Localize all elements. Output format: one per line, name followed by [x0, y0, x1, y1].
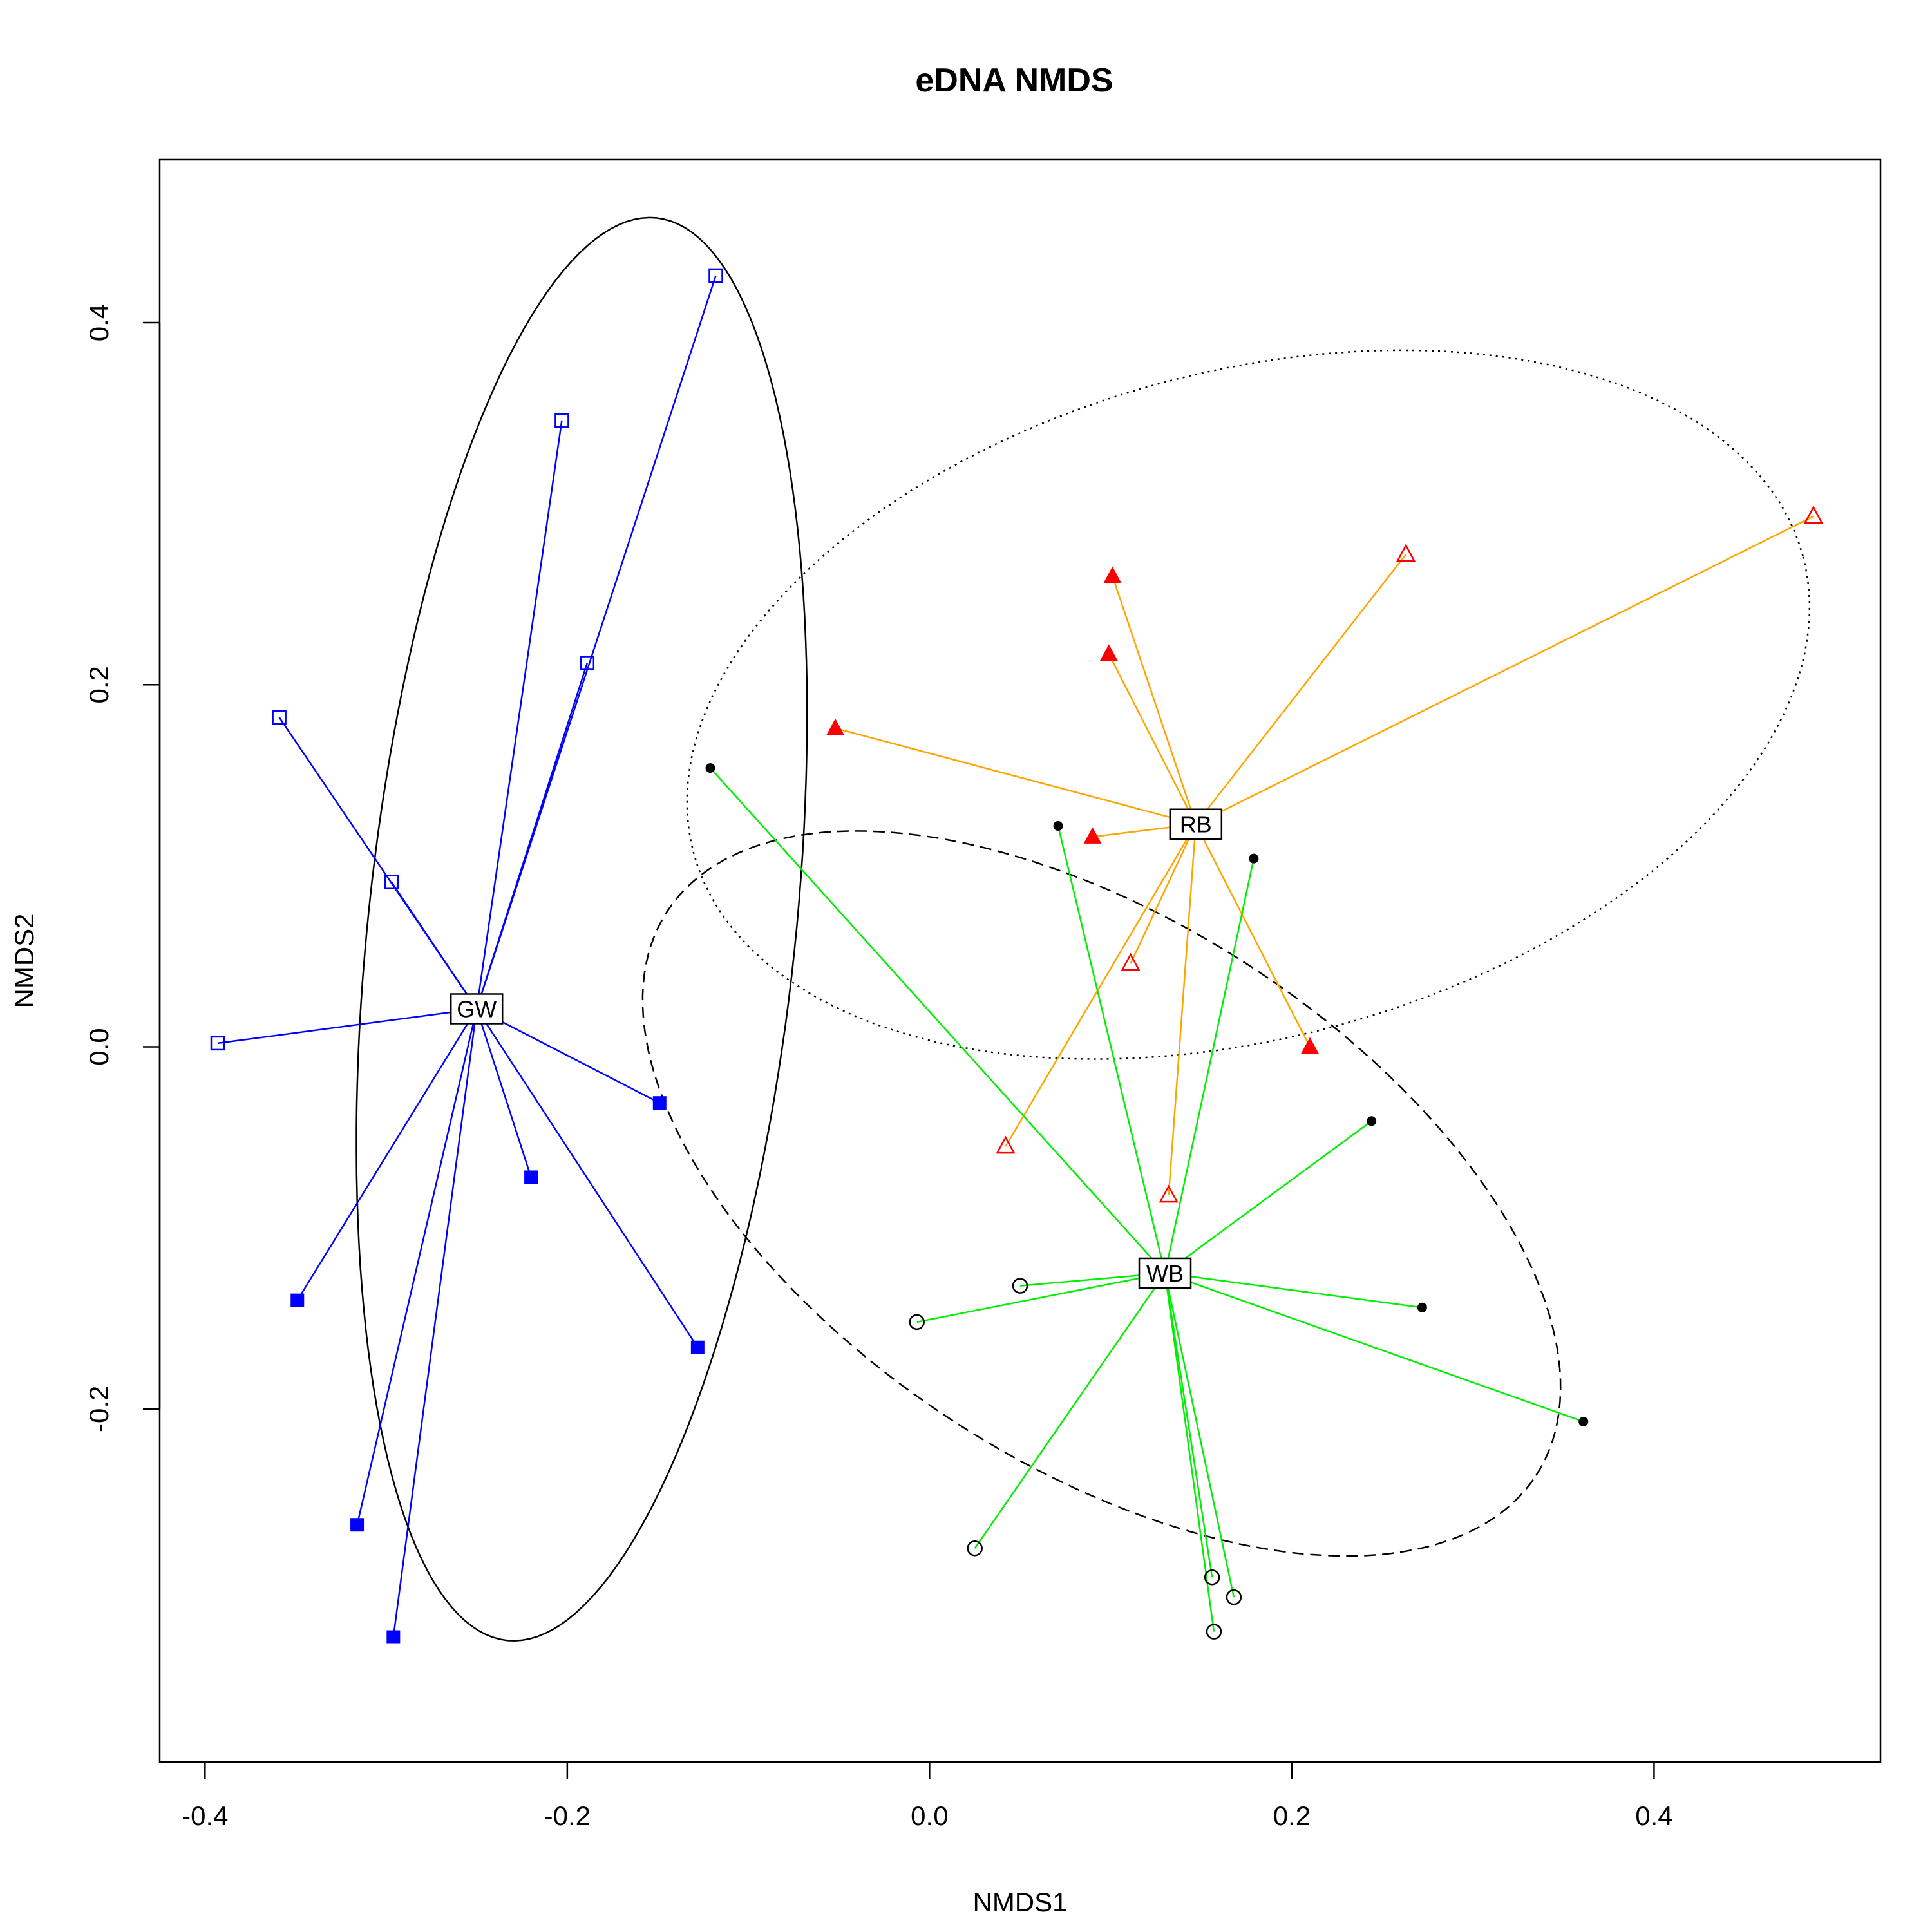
spider-segment-rb [835, 727, 1197, 825]
centroid-box-rb [1169, 808, 1223, 840]
spider-segment-rb [1195, 824, 1311, 1048]
data-point-gw [580, 656, 595, 670]
spider-segment-gw [356, 1009, 478, 1526]
x-tick-label: -0.4 [182, 1801, 228, 1831]
data-point-wb [1053, 821, 1063, 831]
data-point-rb [1099, 644, 1118, 661]
x-tick-label: 0.2 [1273, 1801, 1311, 1831]
y-axis-label: NMDS2 [9, 913, 39, 1008]
data-point-gw [554, 413, 569, 428]
plot-frame [158, 158, 1882, 1763]
data-point-gw [210, 1036, 225, 1051]
centroid-label-gw: GW [457, 996, 497, 1022]
data-point-wb [909, 1314, 925, 1331]
spider-segment-rb [1130, 824, 1197, 964]
centroid-box-wb [1138, 1257, 1192, 1289]
y-tick-label: 0.0 [84, 1028, 114, 1065]
ellipse-wb [641, 830, 1562, 1557]
ellipse-layer [355, 216, 1811, 1642]
data-point-gw [524, 1170, 538, 1184]
spider-segment-gw [296, 1008, 478, 1301]
spider-segment-wb [916, 1272, 1166, 1323]
spider-segment-gw [217, 1008, 477, 1045]
spider-segment-gw [475, 420, 563, 1009]
spider-segment-wb [1164, 1273, 1215, 1632]
spider-segment-wb [1164, 858, 1255, 1274]
spider-segment-rb [1108, 653, 1197, 825]
spider-segment-wb [1164, 1272, 1584, 1423]
spider-segment-wb [1164, 1120, 1372, 1274]
spider-segment-gw [476, 1008, 699, 1348]
data-point-rb [1103, 566, 1122, 583]
spider-segment-wb [1164, 1273, 1235, 1598]
y-axis: -0.2 0.0 0.2 0.4 [84, 304, 161, 1432]
centroid-layer: GW RB WB [450, 808, 1223, 1289]
data-point-gw [708, 268, 723, 283]
data-point-wb [1012, 1278, 1028, 1294]
data-point-wb [967, 1540, 983, 1557]
data-point-gw [384, 875, 399, 889]
data-point-wb [1249, 853, 1259, 864]
data-point-rb [1396, 544, 1416, 562]
y-tick-label: 0.4 [84, 304, 114, 341]
x-tick-label: 0.4 [1635, 1801, 1672, 1831]
spider-segment-rb [1005, 824, 1197, 1147]
spider-segment-gw [390, 882, 478, 1010]
data-point-wb [1578, 1416, 1589, 1426]
data-point-gw [350, 1518, 365, 1532]
spider-segment-rb [1195, 554, 1407, 825]
centroid-label-wb: WB [1146, 1260, 1184, 1287]
ellipse-rb [686, 349, 1811, 1060]
centroid-label-rb: RB [1180, 811, 1212, 838]
spider-segment-gw [476, 1009, 532, 1178]
data-point-gw [690, 1340, 705, 1354]
data-point-rb [1121, 952, 1141, 971]
spider-segment-rb [1168, 824, 1197, 1196]
spider-segment-rb [1195, 515, 1814, 825]
data-point-rb [1083, 827, 1102, 844]
data-point-rb [1301, 1037, 1319, 1054]
spider-segment-wb [1057, 826, 1166, 1274]
data-point-rb [1159, 1184, 1179, 1203]
spider-layer [217, 275, 1814, 1638]
data-point-rb [826, 718, 844, 735]
spider-segment-rb [1112, 576, 1197, 825]
spider-segment-wb [1164, 1273, 1213, 1578]
point-layer [210, 268, 1824, 1644]
data-point-gw [290, 1293, 305, 1307]
ellipse-gw [355, 216, 808, 1642]
x-tick-label: 0.0 [911, 1801, 948, 1831]
data-point-wb [1206, 1624, 1222, 1640]
spider-segment-gw [476, 1008, 660, 1104]
spider-segment-wb [710, 767, 1166, 1274]
data-point-gw [386, 1630, 401, 1644]
y-tick-label: -0.2 [84, 1386, 114, 1432]
y-tick-label: 0.2 [84, 666, 114, 703]
data-point-rb [996, 1135, 1016, 1154]
data-point-wb [1204, 1569, 1220, 1586]
spider-segment-wb [974, 1273, 1166, 1549]
centroid-box-gw [450, 993, 504, 1025]
data-point-gw [652, 1096, 667, 1110]
data-point-rb [1803, 506, 1824, 524]
data-point-wb [1417, 1302, 1427, 1312]
x-tick-label: -0.2 [544, 1801, 591, 1831]
data-point-gw [272, 710, 287, 725]
spider-segment-wb [1164, 1272, 1423, 1309]
chart-title: eDNA NMDS [915, 62, 1113, 99]
spider-segment-gw [392, 1009, 478, 1638]
data-point-wb [705, 763, 715, 773]
data-point-wb [1226, 1589, 1242, 1605]
data-point-wb [1367, 1116, 1377, 1126]
x-axis-label: NMDS1 [972, 1887, 1067, 1917]
spider-segment-gw [476, 663, 588, 1009]
x-axis: -0.4 -0.2 0.0 0.2 0.4 [182, 1761, 1673, 1831]
